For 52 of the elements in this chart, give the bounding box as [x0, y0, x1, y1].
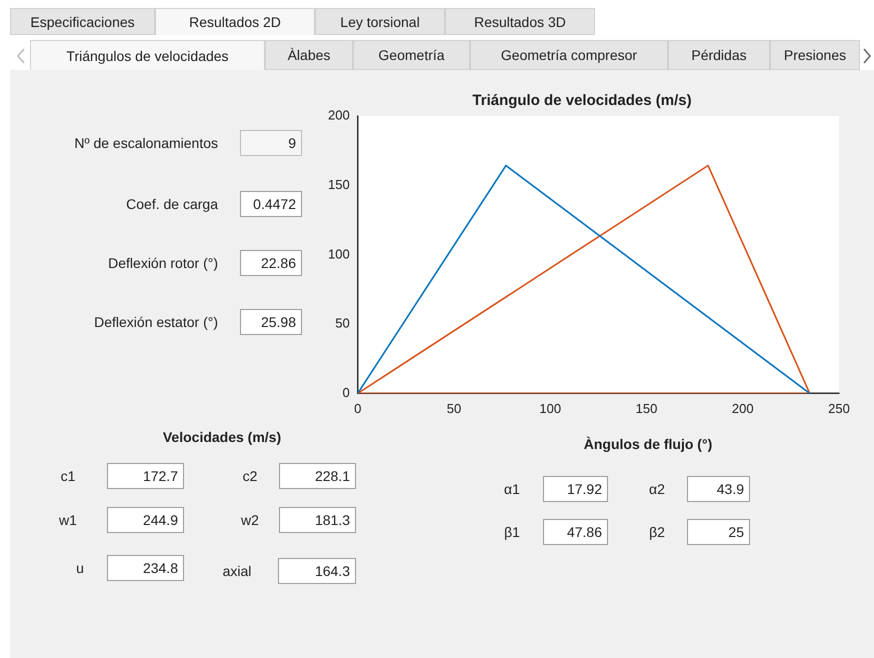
y-tick-label: 50 [335, 316, 350, 331]
text: 234.8 [107, 555, 184, 581]
text: 244.9 [107, 507, 184, 533]
text: Geometría [353, 40, 470, 70]
text: Presiones [770, 40, 860, 70]
text: c2 [242, 467, 258, 486]
text: Resultados 3D [445, 8, 595, 35]
x-tick-label: 100 [539, 400, 562, 416]
text: Nº de escalonamientos [73, 134, 218, 153]
y-tick-label: 150 [328, 176, 350, 192]
text: 25 [687, 519, 750, 545]
text: Ley torsional [315, 8, 445, 35]
text: Velocidades (m/s) [162, 428, 282, 447]
text: α2 [648, 480, 666, 499]
text: 181.3 [279, 507, 356, 533]
text: u [75, 559, 85, 578]
text: Especificaciones [10, 8, 155, 35]
text: Pérdidas [668, 40, 770, 70]
text: Coef. de carga [125, 195, 218, 214]
y-tick-label: 100 [328, 246, 350, 262]
text: w1 [58, 511, 78, 530]
x-tick-label: 250 [828, 400, 850, 416]
text: 228.1 [279, 463, 356, 489]
text: 47.86 [543, 519, 608, 545]
x-tick-label: 200 [732, 400, 754, 416]
text: 172.7 [107, 463, 184, 489]
text: 0.4472 [240, 191, 302, 217]
text: 25.98 [240, 309, 302, 335]
text: Àlabes [265, 40, 353, 70]
x-tick-label: 50 [446, 400, 462, 416]
text: Triángulos de velocidades [30, 40, 265, 70]
text: β1 [503, 523, 521, 542]
x-tick-label: 0 [354, 400, 362, 416]
text: 43.9 [687, 476, 750, 502]
text: β2 [648, 523, 666, 542]
text: 164.3 [278, 558, 356, 584]
text: Deflexión estator (°) [93, 313, 218, 332]
text: 9 [240, 130, 302, 156]
text: Geometría compresor [470, 40, 668, 70]
y-tick-label: 0 [342, 384, 350, 400]
text: Deflexión rotor (°) [107, 254, 218, 273]
x-tick-label: 150 [636, 400, 658, 416]
text: 17.92 [543, 476, 608, 502]
text: Àngulos de flujo (°) [582, 435, 714, 454]
text: 22.86 [240, 250, 302, 276]
text: Resultados 2D [155, 8, 315, 35]
text: c1 [60, 467, 76, 486]
text: w2 [240, 511, 260, 530]
chart-title: Triángulo de velocidades (m/s) [472, 92, 692, 110]
text: α1 [503, 480, 521, 499]
y-tick-label: 200 [328, 108, 350, 123]
text: axial [222, 562, 252, 581]
